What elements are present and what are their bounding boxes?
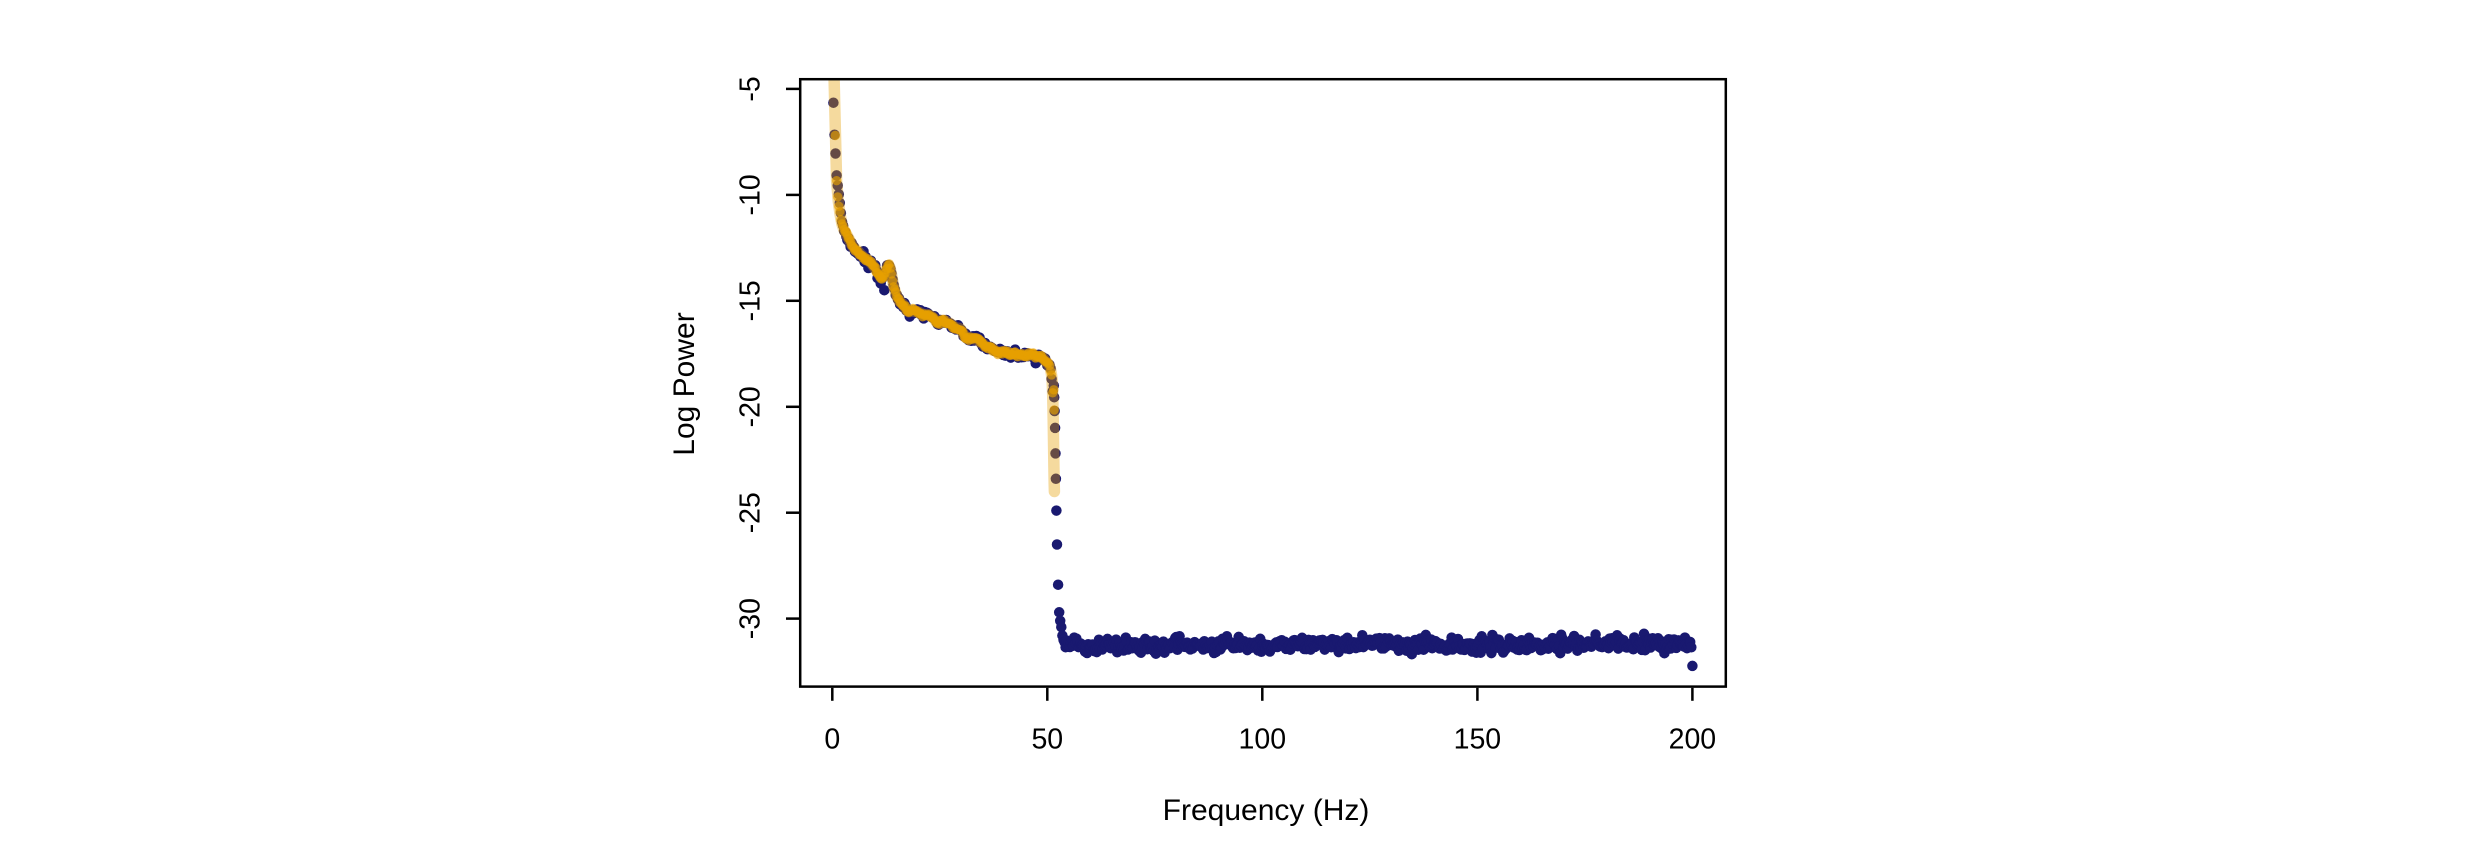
- svg-text:-25: -25: [735, 492, 767, 533]
- svg-text:-5: -5: [735, 76, 767, 101]
- svg-text:200: 200: [1669, 724, 1717, 756]
- svg-text:Frequency (Hz): Frequency (Hz): [1163, 794, 1370, 827]
- svg-text:0: 0: [824, 724, 840, 756]
- svg-text:-15: -15: [735, 280, 767, 321]
- svg-text:100: 100: [1239, 724, 1287, 756]
- svg-text:Log Power: Log Power: [668, 312, 701, 455]
- svg-text:-10: -10: [735, 174, 767, 215]
- svg-text:-20: -20: [735, 386, 767, 427]
- svg-text:-30: -30: [735, 598, 767, 639]
- svg-text:50: 50: [1031, 724, 1063, 756]
- svg-text:150: 150: [1454, 724, 1502, 756]
